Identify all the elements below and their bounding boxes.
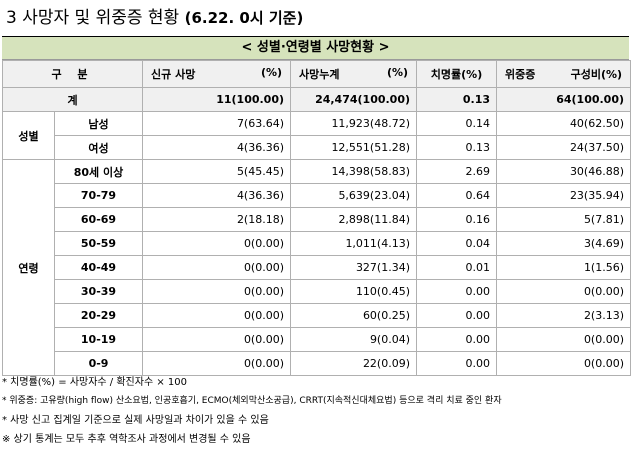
total-new: 11(100.00) [142,87,292,112]
cell-cum: 9(0.04) [290,327,418,352]
cell-new: 0(0.00) [142,303,292,328]
table-row: 40-49 0(0.00) 327(1.34) 0.01 1(1.56) [3,255,632,280]
cell-cum: 12,551(51.28) [290,135,418,160]
header-fatality-rate: 치명률(%) [416,60,498,88]
cell-new: 4(36.36) [142,135,292,160]
header-cum-deaths: 사망누계 (%) [290,60,418,88]
cell-cum: 1,011(4.13) [290,231,418,256]
table-row: 연령 80세 이상 5(45.45) 14,398(58.83) 2.69 30… [2,159,632,376]
cell-cum: 14,398(58.83) [290,159,418,184]
title-date: (6.22. 0시 기준) [184,9,304,27]
row-label: 여성 [53,135,144,160]
cell-cum: 22(0.09) [290,351,418,376]
cell-critical: 0(0.00) [496,327,632,352]
cell-critical: 3(4.69) [496,231,632,256]
total-row: 계 11(100.00) 24,474(100.00) 0.13 64(100.… [1,87,632,112]
header-critical: 위중증 구성비(%) [496,60,632,88]
cell-rate: 0.14 [416,111,498,136]
header-cum-deaths-pct: (%) [386,66,409,79]
cell-new: 4(36.36) [142,183,292,208]
row-label: 70-79 [53,183,144,208]
table-row: 50-59 0(0.00) 1,011(4.13) 0.04 3(4.69) [3,231,632,256]
cell-critical: 40(62.50) [496,111,632,136]
cell-cum: 11,923(48.72) [290,111,418,136]
cell-cum: 5,639(23.04) [290,183,418,208]
cell-rate: 0.13 [416,135,498,160]
table-row: 성별 남성 7(63.64) 11,923(48.72) 0.14 40(62.… [2,111,632,160]
table-row: 여성 4(36.36) 12,551(51.28) 0.13 24(37.50) [3,135,632,160]
cell-new: 0(0.00) [142,351,292,376]
sex-category-label: 성별 [2,111,55,160]
cell-new: 5(45.45) [142,159,292,184]
cell-critical: 23(35.94) [496,183,632,208]
cell-new: 7(63.64) [142,111,292,136]
table-row: 10-19 0(0.00) 9(0.04) 0.00 0(0.00) [3,327,632,352]
cell-critical: 2(3.13) [496,303,632,328]
row-label: 50-59 [53,231,144,256]
section-title: 3 사망자 및 위중증 현황 (6.22. 0시 기준) [6,6,303,30]
cell-new: 0(0.00) [142,279,292,304]
cell-new: 0(0.00) [142,231,292,256]
cell-rate: 0.16 [416,207,498,232]
row-label: 30-39 [53,279,144,304]
cell-critical: 24(37.50) [496,135,632,160]
cell-cum: 110(0.45) [290,279,418,304]
header-critical-label: 위중증 [505,68,536,81]
row-label: 0-9 [53,351,144,376]
row-label: 10-19 [53,327,144,352]
cell-rate: 0.01 [416,255,498,280]
header-category: 구 분 [1,60,144,88]
age-category-label: 연령 [2,159,55,376]
header-row: 구 분 신규 사망 (%) 사망누계 (%) 치명률(%) 위중증 구성비(%) [1,60,632,88]
cell-rate: 0.04 [416,231,498,256]
row-label: 20-29 [53,303,144,328]
table-row: 30-39 0(0.00) 110(0.45) 0.00 0(0.00) [3,279,632,304]
cell-critical: 5(7.81) [496,207,632,232]
cell-critical: 0(0.00) [496,351,632,376]
cell-rate: 0.00 [416,303,498,328]
footnotes: * 치명률(%) = 사망자수 / 확진자수 × 100 * 위중증: 고유량(… [2,373,502,449]
total-label: 계 [1,87,144,112]
cell-rate: 2.69 [416,159,498,184]
header-new-deaths-pct: (%) [260,66,283,79]
footnote: * 사망 신고 집계일 기준으로 실제 사망일과 차이가 있을 수 있음 [2,415,269,426]
cell-rate: 0.64 [416,183,498,208]
header-new-deaths: 신규 사망 (%) [142,60,292,88]
cell-rate: 0.00 [416,327,498,352]
total-rate: 0.13 [416,87,498,112]
table-row: 20-29 0(0.00) 60(0.25) 0.00 2(3.13) [3,303,632,328]
row-label: 60-69 [53,207,144,232]
title-text: 3 사망자 및 위중증 현황 [6,8,180,28]
cell-new: 0(0.00) [142,327,292,352]
cell-critical: 1(1.56) [496,255,632,280]
cell-new: 0(0.00) [142,255,292,280]
total-critical: 64(100.00) [496,87,632,112]
footnote: ※ 상기 통계는 모두 추후 역학조사 과정에서 변경될 수 있음 [2,434,251,445]
cell-critical: 0(0.00) [496,279,632,304]
table-banner: < 성별·연령별 사망현황 > [2,36,629,60]
cell-rate: 0.00 [416,279,498,304]
table-row: 0-9 0(0.00) 22(0.09) 0.00 0(0.00) [3,351,632,376]
header-cum-deaths-label: 사망누계 [299,68,340,81]
header-new-deaths-label: 신규 사망 [151,68,196,81]
footnote: * 위중증: 고유량(high flow) 산소요법, 인공호흡기, ECMO(… [2,396,502,406]
table-row: 70-79 4(36.36) 5,639(23.04) 0.64 23(35.9… [3,183,632,208]
death-statistics-table: 구 분 신규 사망 (%) 사망누계 (%) 치명률(%) 위중증 구성비(%) 계 … [1,60,632,376]
cell-cum: 60(0.25) [290,303,418,328]
row-label: 40-49 [53,255,144,280]
header-critical-ratio: 구성비(%) [570,68,623,81]
cell-cum: 2,898(11.84) [290,207,418,232]
table-row: 60-69 2(18.18) 2,898(11.84) 0.16 5(7.81) [3,207,632,232]
row-label: 남성 [53,111,144,136]
footnote: * 치명률(%) = 사망자수 / 확진자수 × 100 [2,377,187,388]
total-cum: 24,474(100.00) [290,87,418,112]
cell-rate: 0.00 [416,351,498,376]
cell-critical: 30(46.88) [496,159,632,184]
cell-cum: 327(1.34) [290,255,418,280]
row-label: 80세 이상 [53,159,144,184]
cell-new: 2(18.18) [142,207,292,232]
